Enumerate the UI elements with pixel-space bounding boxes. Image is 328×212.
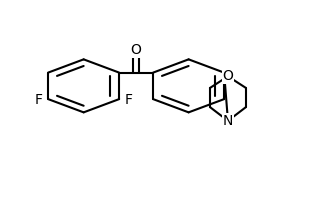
Text: N: N: [223, 114, 233, 128]
Text: O: O: [222, 69, 234, 83]
Text: O: O: [131, 43, 142, 57]
Text: F: F: [35, 93, 43, 107]
Text: F: F: [124, 93, 132, 107]
